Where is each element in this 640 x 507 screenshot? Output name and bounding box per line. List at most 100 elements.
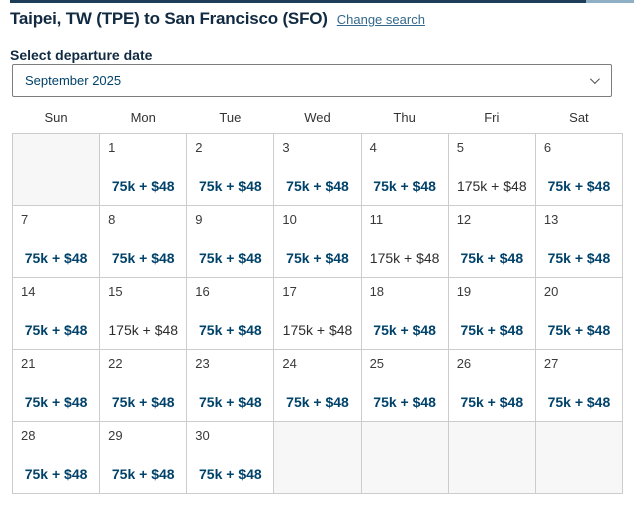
calendar-week-row: 21 75k + $48 22 75k + $48 23 75k + $48 24 75k +… xyxy=(11,349,624,422)
calendar-day-cell[interactable]: 7 75k + $48 xyxy=(11,205,101,278)
award-price-label: 75k + $48 xyxy=(199,466,262,482)
award-price-label: 75k + $48 xyxy=(460,394,524,410)
award-calendar: Sun Mon Tue Wed Thu Fri Sat 1 75k + $48 2 75k + $… xyxy=(11,108,624,494)
day-number: 22 xyxy=(108,356,123,371)
award-price-label: 75k + $48 xyxy=(199,178,262,194)
award-price-label: 75k + $48 xyxy=(547,322,611,338)
award-price-label: 75k + $48 xyxy=(460,250,524,266)
month-select[interactable]: September 2025 xyxy=(12,64,612,97)
day-number: 26 xyxy=(456,356,472,371)
page-title: Taipei, TW (TPE) to San Francisco (SFO) xyxy=(10,9,328,28)
weekday-header-sat: Sat xyxy=(569,110,589,125)
day-number: 23 xyxy=(195,356,210,371)
standard-price-label: 175k + $48 xyxy=(282,322,353,338)
weekday-header-fri: Fri xyxy=(484,110,500,125)
calendar-empty-cell xyxy=(534,421,624,494)
award-price-label: 75k + $48 xyxy=(111,394,175,410)
award-price-label: 75k + $48 xyxy=(111,466,175,482)
day-number: 4 xyxy=(369,140,377,155)
calendar-day-cell[interactable]: 24 75k + $48 xyxy=(273,349,362,422)
day-number: 29 xyxy=(108,428,123,443)
calendar-day-cell[interactable]: 20 75k + $48 xyxy=(534,277,624,350)
route-header: Taipei, TW (TPE) to San Francisco (SFO) … xyxy=(10,8,630,30)
calendar-day-cell[interactable]: 5 175k + $48 xyxy=(447,133,536,206)
calendar-empty-cell xyxy=(273,421,362,494)
weekday-header-tue: Tue xyxy=(219,110,242,125)
day-number: 8 xyxy=(108,212,116,227)
award-price-label: 75k + $48 xyxy=(460,322,524,338)
calendar-day-cell[interactable]: 28 75k + $48 xyxy=(11,421,101,494)
day-number: 20 xyxy=(543,284,559,299)
weekday-header-sun: Sun xyxy=(44,110,68,125)
calendar-day-cell[interactable]: 9 75k + $48 xyxy=(186,205,275,278)
award-price-label: 75k + $48 xyxy=(111,178,175,194)
award-price-label: 75k + $48 xyxy=(547,178,611,194)
calendar-day-cell[interactable]: 1 75k + $48 xyxy=(99,133,188,206)
day-number: 14 xyxy=(21,284,36,299)
calendar-day-cell[interactable]: 14 75k + $48 xyxy=(11,277,101,350)
day-number: 2 xyxy=(195,140,203,155)
day-number: 6 xyxy=(543,140,552,155)
day-number: 24 xyxy=(282,356,297,371)
day-number: 3 xyxy=(282,140,290,155)
award-price-label: 75k + $48 xyxy=(286,250,349,266)
day-number: 19 xyxy=(456,284,472,299)
day-number: 15 xyxy=(108,284,123,299)
award-price-label: 75k + $48 xyxy=(286,178,349,194)
calendar-day-cell[interactable]: 10 75k + $48 xyxy=(273,205,362,278)
calendar-day-cell[interactable]: 27 75k + $48 xyxy=(534,349,624,422)
day-number: 5 xyxy=(456,140,464,155)
award-price-label: 75k + $48 xyxy=(547,394,611,410)
calendar-day-cell[interactable]: 11 175k + $48 xyxy=(360,205,449,278)
calendar-day-cell[interactable]: 21 75k + $48 xyxy=(11,349,101,422)
day-number: 13 xyxy=(543,212,559,227)
calendar-day-cell[interactable]: 26 75k + $48 xyxy=(447,349,536,422)
calendar-day-cell[interactable]: 29 75k + $48 xyxy=(99,421,188,494)
calendar-day-cell[interactable]: 15 175k + $48 xyxy=(99,277,188,350)
top-progress-bar-fill xyxy=(10,0,586,3)
calendar-day-cell[interactable]: 25 75k + $48 xyxy=(360,349,449,422)
day-number: 12 xyxy=(456,212,472,227)
calendar-week-row: 28 75k + $48 29 75k + $48 30 75k + $48 xyxy=(11,421,624,494)
calendar-day-cell[interactable]: 19 75k + $48 xyxy=(447,277,536,350)
day-number: 9 xyxy=(195,212,203,227)
award-price-label: 75k + $48 xyxy=(547,250,611,266)
award-price-label: 75k + $48 xyxy=(24,394,88,410)
calendar-empty-cell xyxy=(11,133,101,206)
calendar-day-cell[interactable]: 6 75k + $48 xyxy=(534,133,624,206)
day-number: 21 xyxy=(21,356,36,371)
award-price-label: 75k + $48 xyxy=(373,178,436,194)
award-price-label: 75k + $48 xyxy=(199,322,262,338)
award-price-label: 75k + $48 xyxy=(24,322,88,338)
day-number: 30 xyxy=(195,428,210,443)
calendar-day-cell[interactable]: 8 75k + $48 xyxy=(99,205,188,278)
standard-price-label: 175k + $48 xyxy=(369,250,440,266)
award-price-label: 75k + $48 xyxy=(111,250,175,266)
day-number: 17 xyxy=(282,284,297,299)
calendar-week-row: 7 75k + $48 8 75k + $48 9 75k + $48 10 75k + $4… xyxy=(11,205,624,278)
month-select-value: September 2025 xyxy=(25,73,122,88)
weekday-header-thu: Thu xyxy=(393,110,416,125)
calendar-day-cell[interactable]: 23 75k + $48 xyxy=(186,349,275,422)
day-number: 7 xyxy=(21,212,29,227)
award-price-label: 75k + $48 xyxy=(373,394,436,410)
calendar-day-cell[interactable]: 30 75k + $48 xyxy=(186,421,275,494)
calendar-day-cell[interactable]: 18 75k + $48 xyxy=(360,277,449,350)
award-price-label: 75k + $48 xyxy=(199,250,262,266)
award-price-label: 75k + $48 xyxy=(24,466,88,482)
award-price-label: 75k + $48 xyxy=(199,394,262,410)
calendar-day-cell[interactable]: 13 75k + $48 xyxy=(534,205,624,278)
calendar-empty-cell xyxy=(360,421,449,494)
calendar-day-cell[interactable]: 16 75k + $48 xyxy=(186,277,275,350)
calendar-day-cell[interactable]: 2 75k + $48 xyxy=(186,133,275,206)
change-search-link[interactable]: Change search xyxy=(336,12,425,27)
calendar-day-cell[interactable]: 12 75k + $48 xyxy=(447,205,536,278)
top-progress-bar xyxy=(10,0,634,3)
calendar-day-cell[interactable]: 22 75k + $48 xyxy=(99,349,188,422)
day-number: 11 xyxy=(369,212,384,227)
calendar-day-cell[interactable]: 3 75k + $48 xyxy=(273,133,362,206)
weekday-header-mon: Mon xyxy=(130,110,156,125)
calendar-day-cell[interactable]: 17 175k + $48 xyxy=(273,277,362,350)
calendar-day-cell[interactable]: 4 75k + $48 xyxy=(360,133,449,206)
